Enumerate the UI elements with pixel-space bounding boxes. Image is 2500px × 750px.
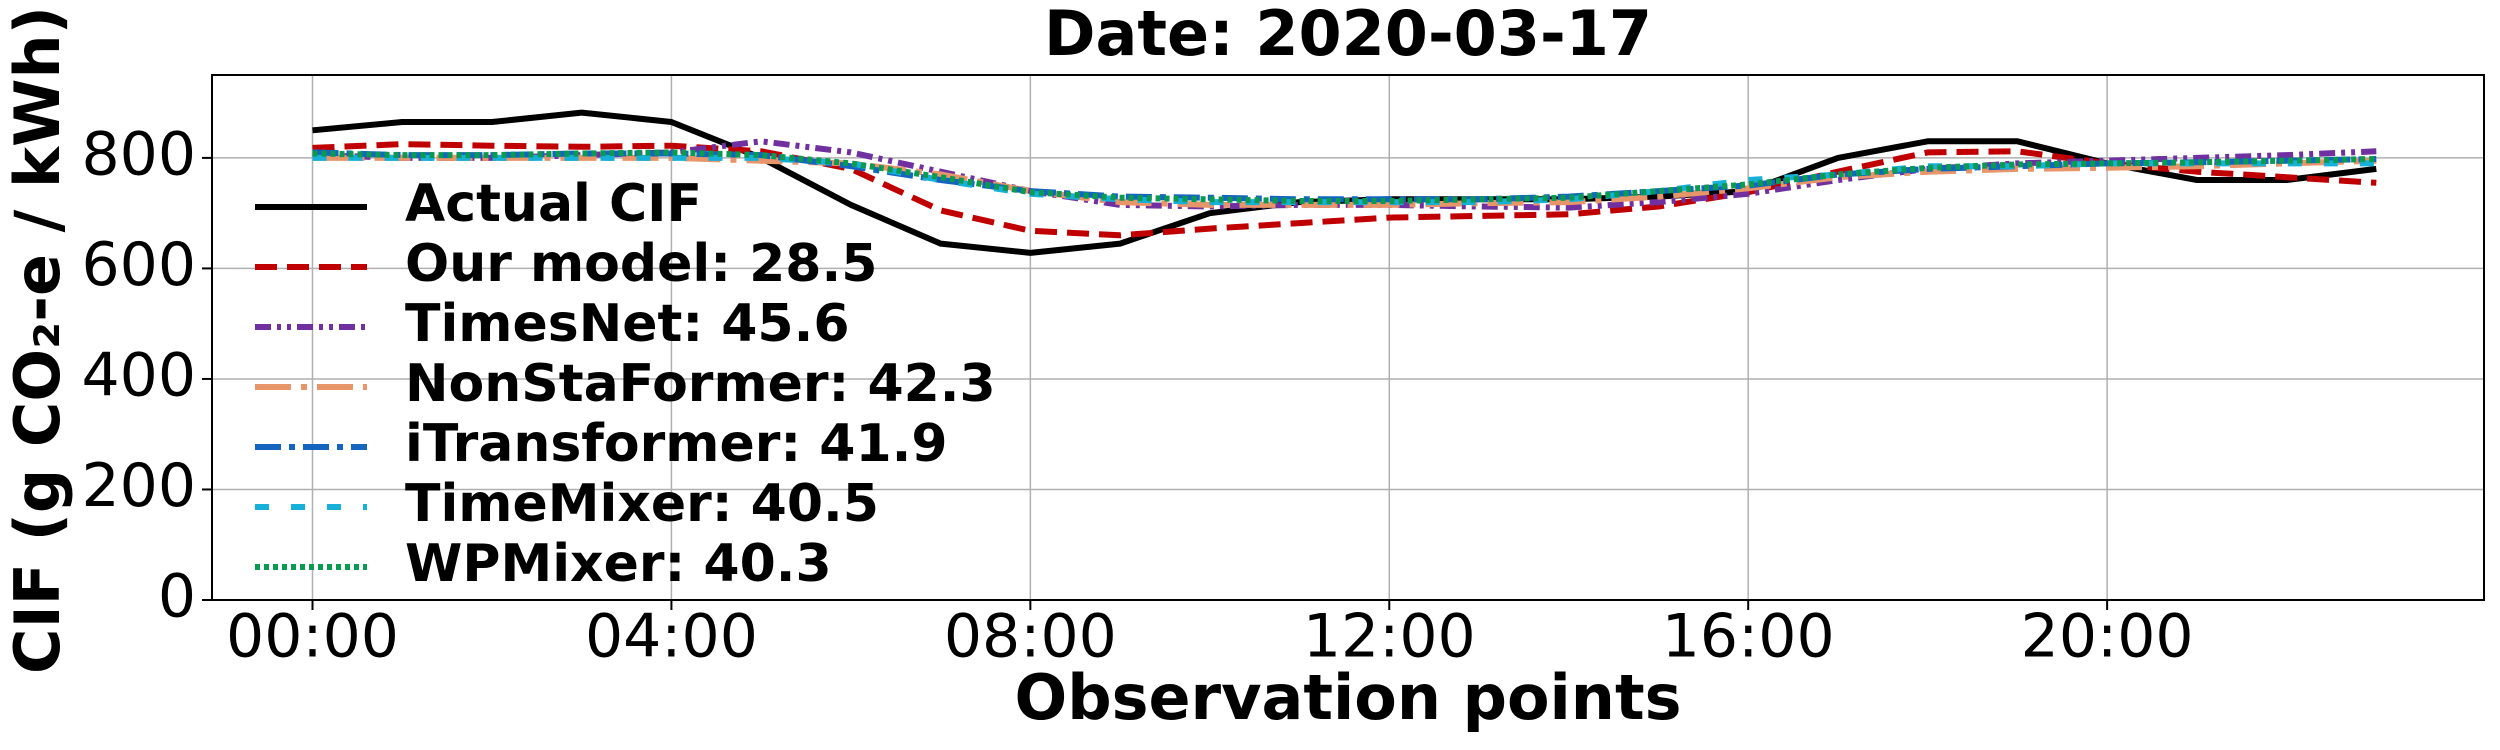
legend-label: Our model: 28.5 [405,234,877,294]
y-tick-label: 200 [81,451,196,521]
y-tick-label: 400 [81,341,196,411]
legend-label: Actual CIF [405,174,702,234]
y-tick-label: 0 [158,562,196,632]
series-line [312,154,2377,208]
legend-label: iTransformer: 41.9 [405,414,948,474]
x-axis-label: Observation points [1015,661,1682,734]
x-tick-label: 20:00 [2021,602,2194,672]
series-line [312,141,2377,239]
y-axis-label: CIF (g CO₂-e / kWh) [1,6,74,674]
x-tick-label: 08:00 [944,602,1117,672]
series-line [312,149,2377,204]
x-tick-label: 00:00 [226,602,399,672]
legend-label: NonStaFormer: 42.3 [405,354,996,414]
y-tick-label: 600 [81,230,196,300]
y-tick-label: 800 [81,119,196,189]
x-tick-label: 12:00 [1303,602,1476,672]
series-line [312,109,2377,256]
x-tick-label: 04:00 [585,602,758,672]
legend-label: TimeMixer: 40.5 [405,474,879,534]
x-tick-label: 16:00 [1662,602,1835,672]
chart-title: Date: 2020-03-17 [1044,0,1652,70]
legend-label: WPMixer: 40.3 [405,534,832,594]
legend-label: TimesNet: 45.6 [405,294,850,354]
plot-frame [211,74,2485,601]
